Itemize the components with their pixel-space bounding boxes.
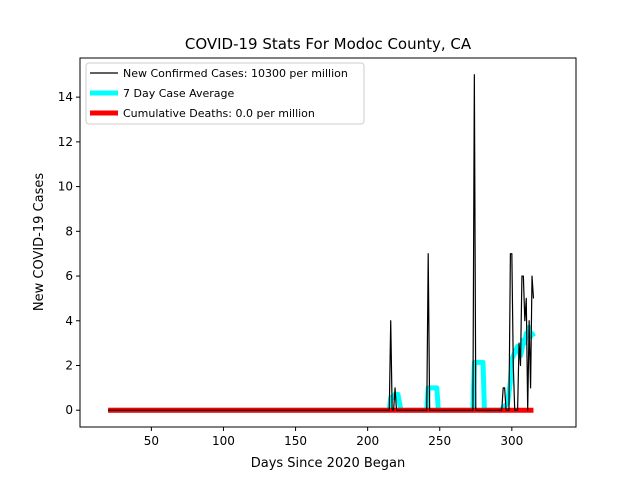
legend-label-1: 7 Day Case Average bbox=[123, 87, 235, 100]
x-tick-label: 300 bbox=[500, 434, 523, 448]
chart-title: COVID-19 Stats For Modoc County, CA bbox=[185, 35, 472, 53]
legend: New Confirmed Cases: 10300 per million 7 … bbox=[85, 62, 365, 125]
y-tick-label: 6 bbox=[65, 269, 73, 283]
y-tick-label: 0 bbox=[65, 403, 73, 417]
y-tick-label: 8 bbox=[65, 224, 73, 238]
x-tick-label: 50 bbox=[144, 434, 159, 448]
y-tick-label: 2 bbox=[65, 359, 73, 373]
y-axis-label: New COVID-19 Cases bbox=[32, 173, 47, 311]
series-line-0 bbox=[108, 74, 535, 411]
plot-frame bbox=[79, 57, 577, 428]
y-tick-label: 14 bbox=[58, 90, 73, 104]
x-tick-label: 150 bbox=[284, 434, 307, 448]
y-tick-label: 12 bbox=[58, 135, 73, 149]
y-tick-label: 10 bbox=[58, 180, 73, 194]
y-axis-ticks: 0 2 4 6 8 10 12 14 bbox=[58, 90, 80, 417]
x-tick-label: 200 bbox=[356, 434, 379, 448]
plot-area bbox=[108, 74, 536, 413]
x-tick-label: 250 bbox=[428, 434, 451, 448]
series-line-1 bbox=[108, 324, 536, 413]
y-tick-label: 4 bbox=[65, 314, 73, 328]
x-axis-ticks: 50 100 150 200 250 300 bbox=[144, 427, 523, 448]
legend-label-0: New Confirmed Cases: 10300 per million bbox=[123, 67, 348, 80]
legend-label-2: Cumulative Deaths: 0.0 per million bbox=[123, 107, 315, 120]
x-tick-label: 100 bbox=[212, 434, 235, 448]
legend-box bbox=[85, 62, 365, 125]
x-axis-label: Days Since 2020 Began bbox=[251, 456, 406, 471]
